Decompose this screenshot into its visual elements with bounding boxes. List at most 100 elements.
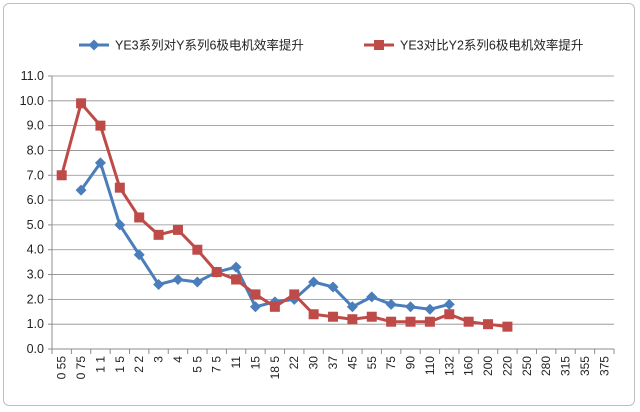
y-tick-label: 6.0 — [27, 193, 44, 207]
data-point — [502, 321, 513, 332]
x-tick-label: 90 — [404, 356, 418, 370]
x-tick-label: 315 — [559, 356, 573, 376]
data-point — [76, 98, 87, 109]
x-tick-label: 1 1 — [93, 356, 107, 373]
data-point — [191, 276, 203, 288]
y-tick-label: 10.0 — [20, 94, 44, 108]
x-tick-label: 2 2 — [132, 356, 146, 373]
legend-marker — [374, 40, 384, 50]
x-tick-label: 280 — [539, 356, 553, 376]
data-point — [308, 276, 320, 288]
series-line — [60, 101, 508, 329]
data-point — [386, 316, 397, 327]
data-point — [172, 224, 183, 235]
data-point — [211, 267, 222, 278]
x-tick-label: 355 — [578, 356, 592, 376]
data-point — [230, 261, 242, 273]
data-point — [327, 281, 339, 293]
legend-marker — [88, 39, 100, 51]
data-point — [483, 319, 494, 330]
x-tick-label: 1 5 — [113, 356, 127, 373]
x-tick-label: 75 — [384, 356, 398, 370]
gridlines — [52, 75, 614, 325]
x-tick-label: 200 — [481, 356, 495, 376]
series-group — [56, 98, 513, 332]
data-point — [249, 301, 261, 313]
data-point — [56, 170, 67, 181]
data-point — [192, 244, 203, 255]
x-tick-label: 0 55 — [55, 356, 69, 380]
data-point — [114, 219, 126, 231]
data-point — [114, 182, 125, 193]
data-point — [346, 301, 358, 313]
series-1 — [75, 157, 455, 315]
data-point — [308, 309, 319, 320]
x-tick-label: 55 — [365, 356, 379, 370]
x-tick-label: 22 — [287, 356, 301, 370]
data-point — [269, 301, 280, 312]
legend-item-2: YE3对比Y2系列6极电机效率提升 — [364, 38, 583, 53]
x-tick-label: 7 5 — [210, 356, 224, 373]
data-point — [424, 303, 436, 315]
line-chart: 0.0 1.0 2.0 3.0 4.0 5.0 6.0 7.0 8.0 9.0 10.0 11.0 0… — [20, 38, 615, 380]
data-point — [366, 291, 378, 303]
data-point — [443, 298, 455, 310]
y-tick-label: 2.0 — [27, 292, 44, 306]
y-tick-label: 8.0 — [27, 143, 44, 157]
x-tick-label: 11 — [229, 356, 243, 369]
data-point — [75, 184, 87, 196]
y-tick-label: 11.0 — [21, 69, 44, 83]
data-point — [385, 298, 397, 310]
y-tick-label: 3.0 — [27, 268, 44, 282]
data-point — [172, 274, 184, 286]
x-tick-label: 0 75 — [74, 356, 88, 380]
x-tick-label: 18 5 — [268, 356, 282, 380]
axes — [51, 76, 614, 350]
data-point — [405, 301, 417, 313]
x-tick-label: 4 — [171, 356, 185, 363]
x-tick-label: 132 — [442, 356, 456, 376]
data-point — [424, 316, 435, 327]
data-point — [94, 157, 106, 169]
legend-item-1: YE3系列对Y系列6极电机效率提升 — [79, 38, 304, 53]
y-axis-ticks: 0.0 1.0 2.0 3.0 4.0 5.0 6.0 7.0 8.0 9.0 10.0 11.0 — [20, 69, 52, 356]
data-point — [133, 249, 145, 261]
y-tick-label: 5.0 — [27, 218, 44, 232]
x-tick-label: 5 5 — [190, 356, 204, 373]
x-tick-label: 110 — [423, 356, 437, 375]
x-tick-label: 160 — [462, 356, 476, 376]
series-line — [79, 161, 450, 311]
legend-label: YE3系列对Y系列6极电机效率提升 — [115, 38, 304, 53]
data-point — [463, 316, 474, 327]
data-point — [250, 289, 261, 300]
x-tick-label: 45 — [345, 356, 359, 370]
y-tick-label: 7.0 — [27, 168, 44, 182]
x-tick-label: 30 — [307, 356, 321, 370]
x-tick-label: 250 — [520, 356, 534, 376]
legend: YE3系列对Y系列6极电机效率提升 YE3对比Y2系列6极电机效率提升 — [79, 38, 583, 53]
x-tick-label: 220 — [500, 356, 514, 376]
data-point — [405, 316, 416, 327]
data-point — [347, 314, 358, 325]
data-point — [366, 311, 377, 322]
legend-label: YE3对比Y2系列6极电机效率提升 — [400, 38, 583, 53]
data-point — [153, 278, 165, 290]
data-point — [289, 289, 300, 300]
data-point — [153, 229, 164, 240]
data-point — [328, 311, 338, 322]
data-point — [134, 212, 145, 223]
y-tick-label: 1.0 — [27, 317, 44, 331]
y-tick-label: 0.0 — [27, 342, 44, 356]
x-tick-label: 3 — [152, 356, 166, 363]
y-tick-label: 4.0 — [27, 243, 44, 257]
x-tick-label: 375 — [597, 356, 611, 376]
x-tick-label: 37 — [326, 356, 340, 370]
x-tick-label: 15 — [248, 356, 262, 370]
data-point — [95, 120, 106, 131]
series-2 — [56, 98, 513, 332]
data-point — [231, 274, 242, 285]
chart-frame: 0.0 1.0 2.0 3.0 4.0 5.0 6.0 7.0 8.0 9.0 10.0 11.0 0… — [3, 3, 635, 406]
y-tick-label: 9.0 — [27, 119, 44, 133]
data-point — [444, 309, 455, 320]
